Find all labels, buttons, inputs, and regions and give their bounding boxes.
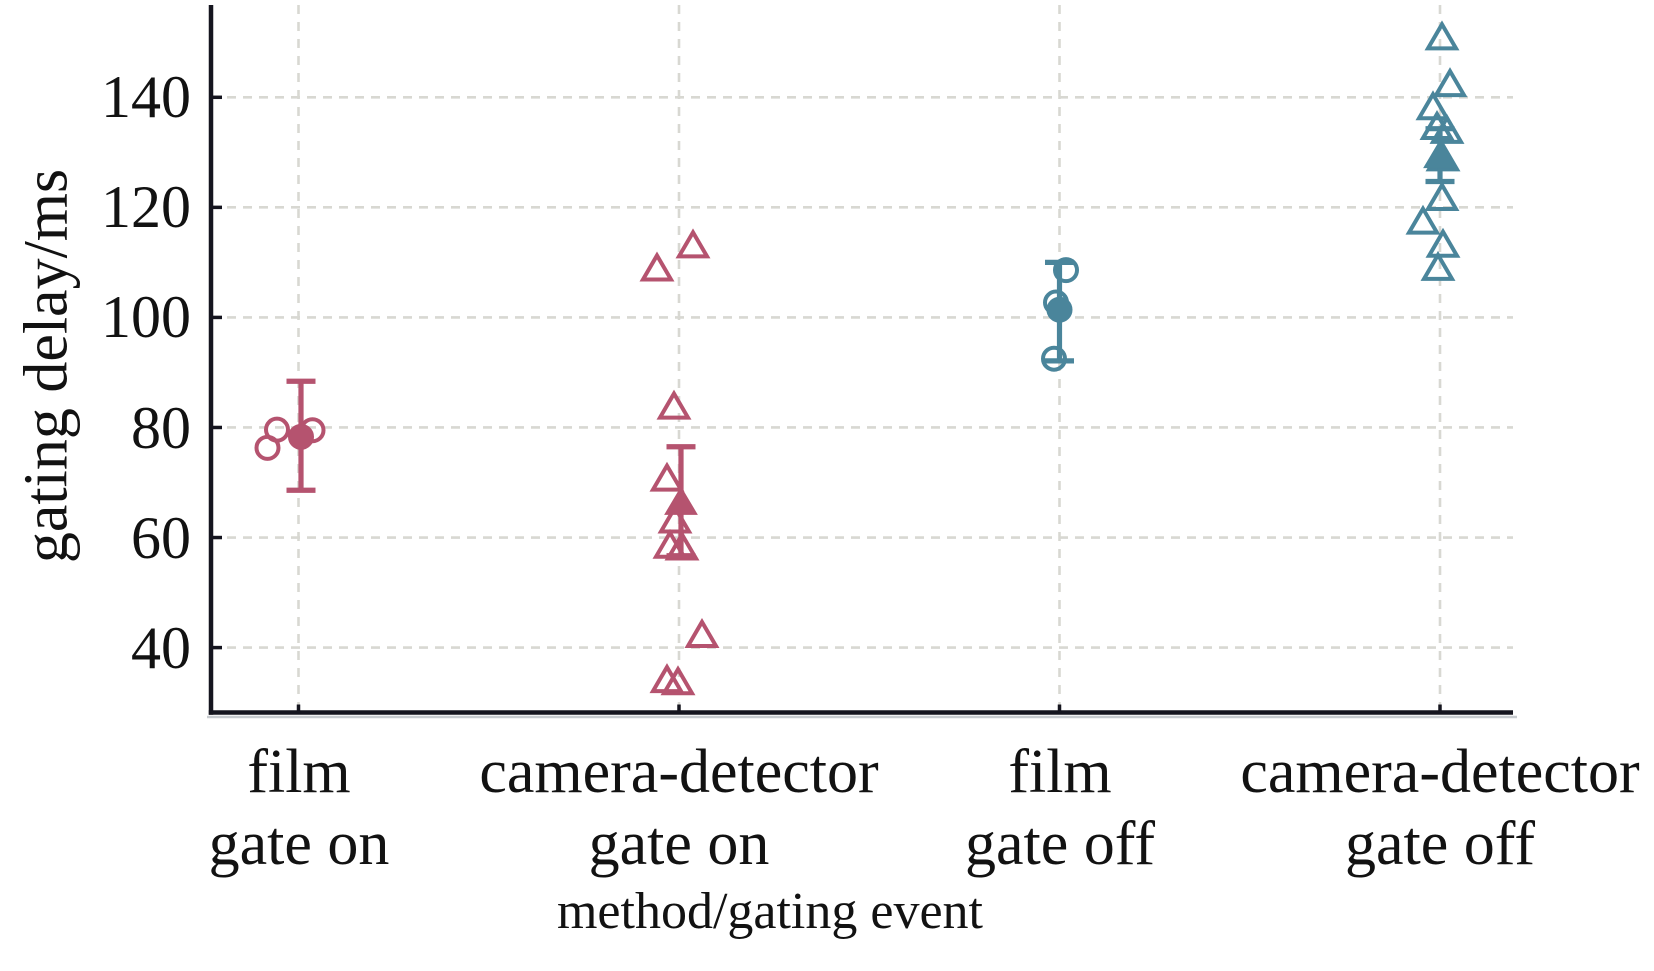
- category-label-film-gate-off: film gate off: [740, 736, 1380, 880]
- mean-marker: [1423, 139, 1457, 169]
- y-tick-label-60: 60: [131, 505, 191, 571]
- data-point: [1425, 227, 1461, 258]
- category-label-camera-detector-gate-on: camera-detector gate on: [359, 736, 999, 880]
- y-tick-label-140: 140: [101, 64, 191, 130]
- data-point: [1420, 250, 1456, 281]
- y-tick-label-100: 100: [101, 284, 191, 350]
- y-tick-label-80: 80: [131, 395, 191, 461]
- data-point: [1424, 20, 1460, 51]
- data-point: [1424, 181, 1460, 212]
- category-method: film: [247, 738, 351, 806]
- category-label-camera-detector-gate-off: camera-detector gate off: [1120, 736, 1654, 880]
- category-event: gate off: [1345, 810, 1535, 878]
- data-point: [639, 251, 675, 282]
- mean-marker: [288, 423, 314, 450]
- category-event: gate off: [965, 810, 1155, 878]
- data-point: [1405, 204, 1441, 235]
- data-point: [1053, 257, 1079, 284]
- x-axis-title: method/gating event: [556, 883, 983, 940]
- data-point: [254, 434, 281, 461]
- data-point: [664, 530, 700, 561]
- category-method: film: [1008, 738, 1112, 806]
- category-event: gate on: [208, 810, 390, 878]
- data-point: [684, 617, 720, 648]
- mean-marker: [664, 486, 698, 515]
- y-tick-label-120: 120: [101, 174, 191, 240]
- data-point: [675, 228, 711, 259]
- y-tick-label-40: 40: [131, 615, 191, 681]
- data-point: [656, 389, 692, 420]
- mean-marker: [1046, 296, 1073, 323]
- data-point: [1415, 90, 1451, 121]
- category-label-film-gate-on: film gate on: [0, 736, 619, 880]
- data-point: [1432, 67, 1468, 98]
- category-method: camera-detector: [1240, 738, 1640, 806]
- category-method: camera-detector: [479, 738, 879, 806]
- data-point: [649, 461, 685, 492]
- data-point: [660, 665, 696, 696]
- category-event: gate on: [588, 810, 770, 878]
